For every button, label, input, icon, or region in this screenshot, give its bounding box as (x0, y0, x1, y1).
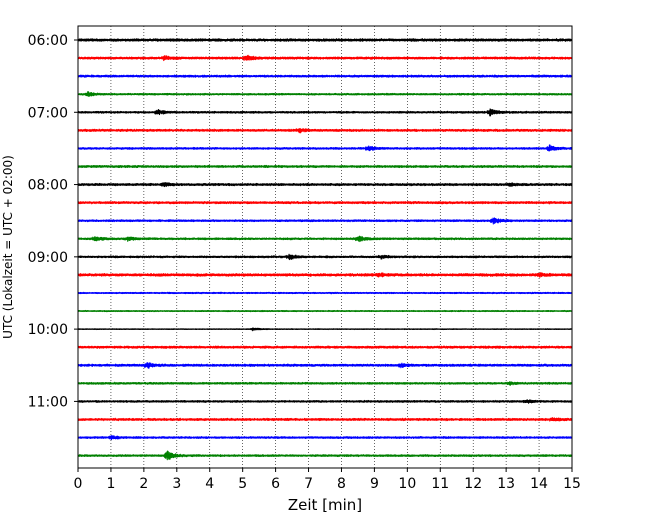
x-axis-ticks: 0 1 2 3 4 5 6 7 8 9 10 11 12 13 14 15 (74, 468, 581, 492)
seismogram-traces (77, 38, 573, 461)
trace-1130 (77, 435, 573, 441)
x-tick-label-2: 2 (139, 476, 148, 492)
trace-1015 (77, 345, 573, 349)
trace-0730 (77, 144, 573, 152)
x-axis-label: Zeit [min] (288, 496, 362, 514)
x-tick-label-15: 15 (563, 476, 581, 492)
trace-0815 (77, 200, 573, 205)
trace-0930 (77, 291, 573, 295)
trace-0615 (77, 54, 573, 62)
trace-0630 (77, 74, 573, 78)
x-tick-label-8: 8 (337, 476, 346, 492)
y-tick-label-1000: 10:00 (28, 322, 68, 338)
y-tick-label-0800: 08:00 (28, 178, 68, 194)
x-tick-label-0: 0 (74, 476, 83, 492)
x-tick-label-6: 6 (271, 476, 280, 492)
trace-0830 (77, 217, 573, 225)
x-tick-label-14: 14 (530, 476, 548, 492)
trace-0900 (77, 253, 573, 261)
y-tick-label-0700: 07:00 (28, 105, 68, 121)
y-axis-ticks: 06:00 07:00 08:00 09:00 10:00 11:00 (28, 33, 78, 410)
x-tick-label-11: 11 (431, 476, 449, 492)
x-tick-label-7: 7 (304, 476, 313, 492)
trace-1100 (77, 399, 573, 404)
trace-0945 (77, 309, 573, 313)
trace-0745 (77, 164, 573, 169)
trace-1145 (77, 450, 573, 461)
x-tick-label-12: 12 (464, 476, 482, 492)
x-tick-label-9: 9 (370, 476, 379, 492)
x-tick-label-1: 1 (106, 476, 115, 492)
trace-1000 (77, 327, 573, 332)
trace-1030 (77, 362, 573, 369)
trace-0700 (77, 108, 573, 117)
trace-1045 (77, 380, 573, 386)
x-tick-label-13: 13 (497, 476, 515, 492)
x-tick-label-5: 5 (238, 476, 247, 492)
x-tick-label-4: 4 (205, 476, 214, 492)
plot-frame (77, 25, 573, 469)
x-tick-label-3: 3 (172, 476, 181, 492)
y-axis-label: UTC (Lokalzeit = UTC + 02:00) (1, 155, 15, 339)
trace-0915 (77, 272, 573, 278)
trace-0800 (77, 182, 573, 188)
y-tick-label-0600: 06:00 (28, 33, 68, 49)
trace-0845 (77, 235, 573, 243)
x-tick-label-10: 10 (398, 476, 416, 492)
trace-1115 (77, 416, 573, 422)
trace-0715 (77, 128, 573, 134)
trace-0600 (77, 38, 573, 42)
trace-0645 (77, 90, 573, 97)
y-tick-label-0900: 09:00 (28, 250, 68, 266)
y-tick-label-1100: 11:00 (28, 394, 68, 410)
